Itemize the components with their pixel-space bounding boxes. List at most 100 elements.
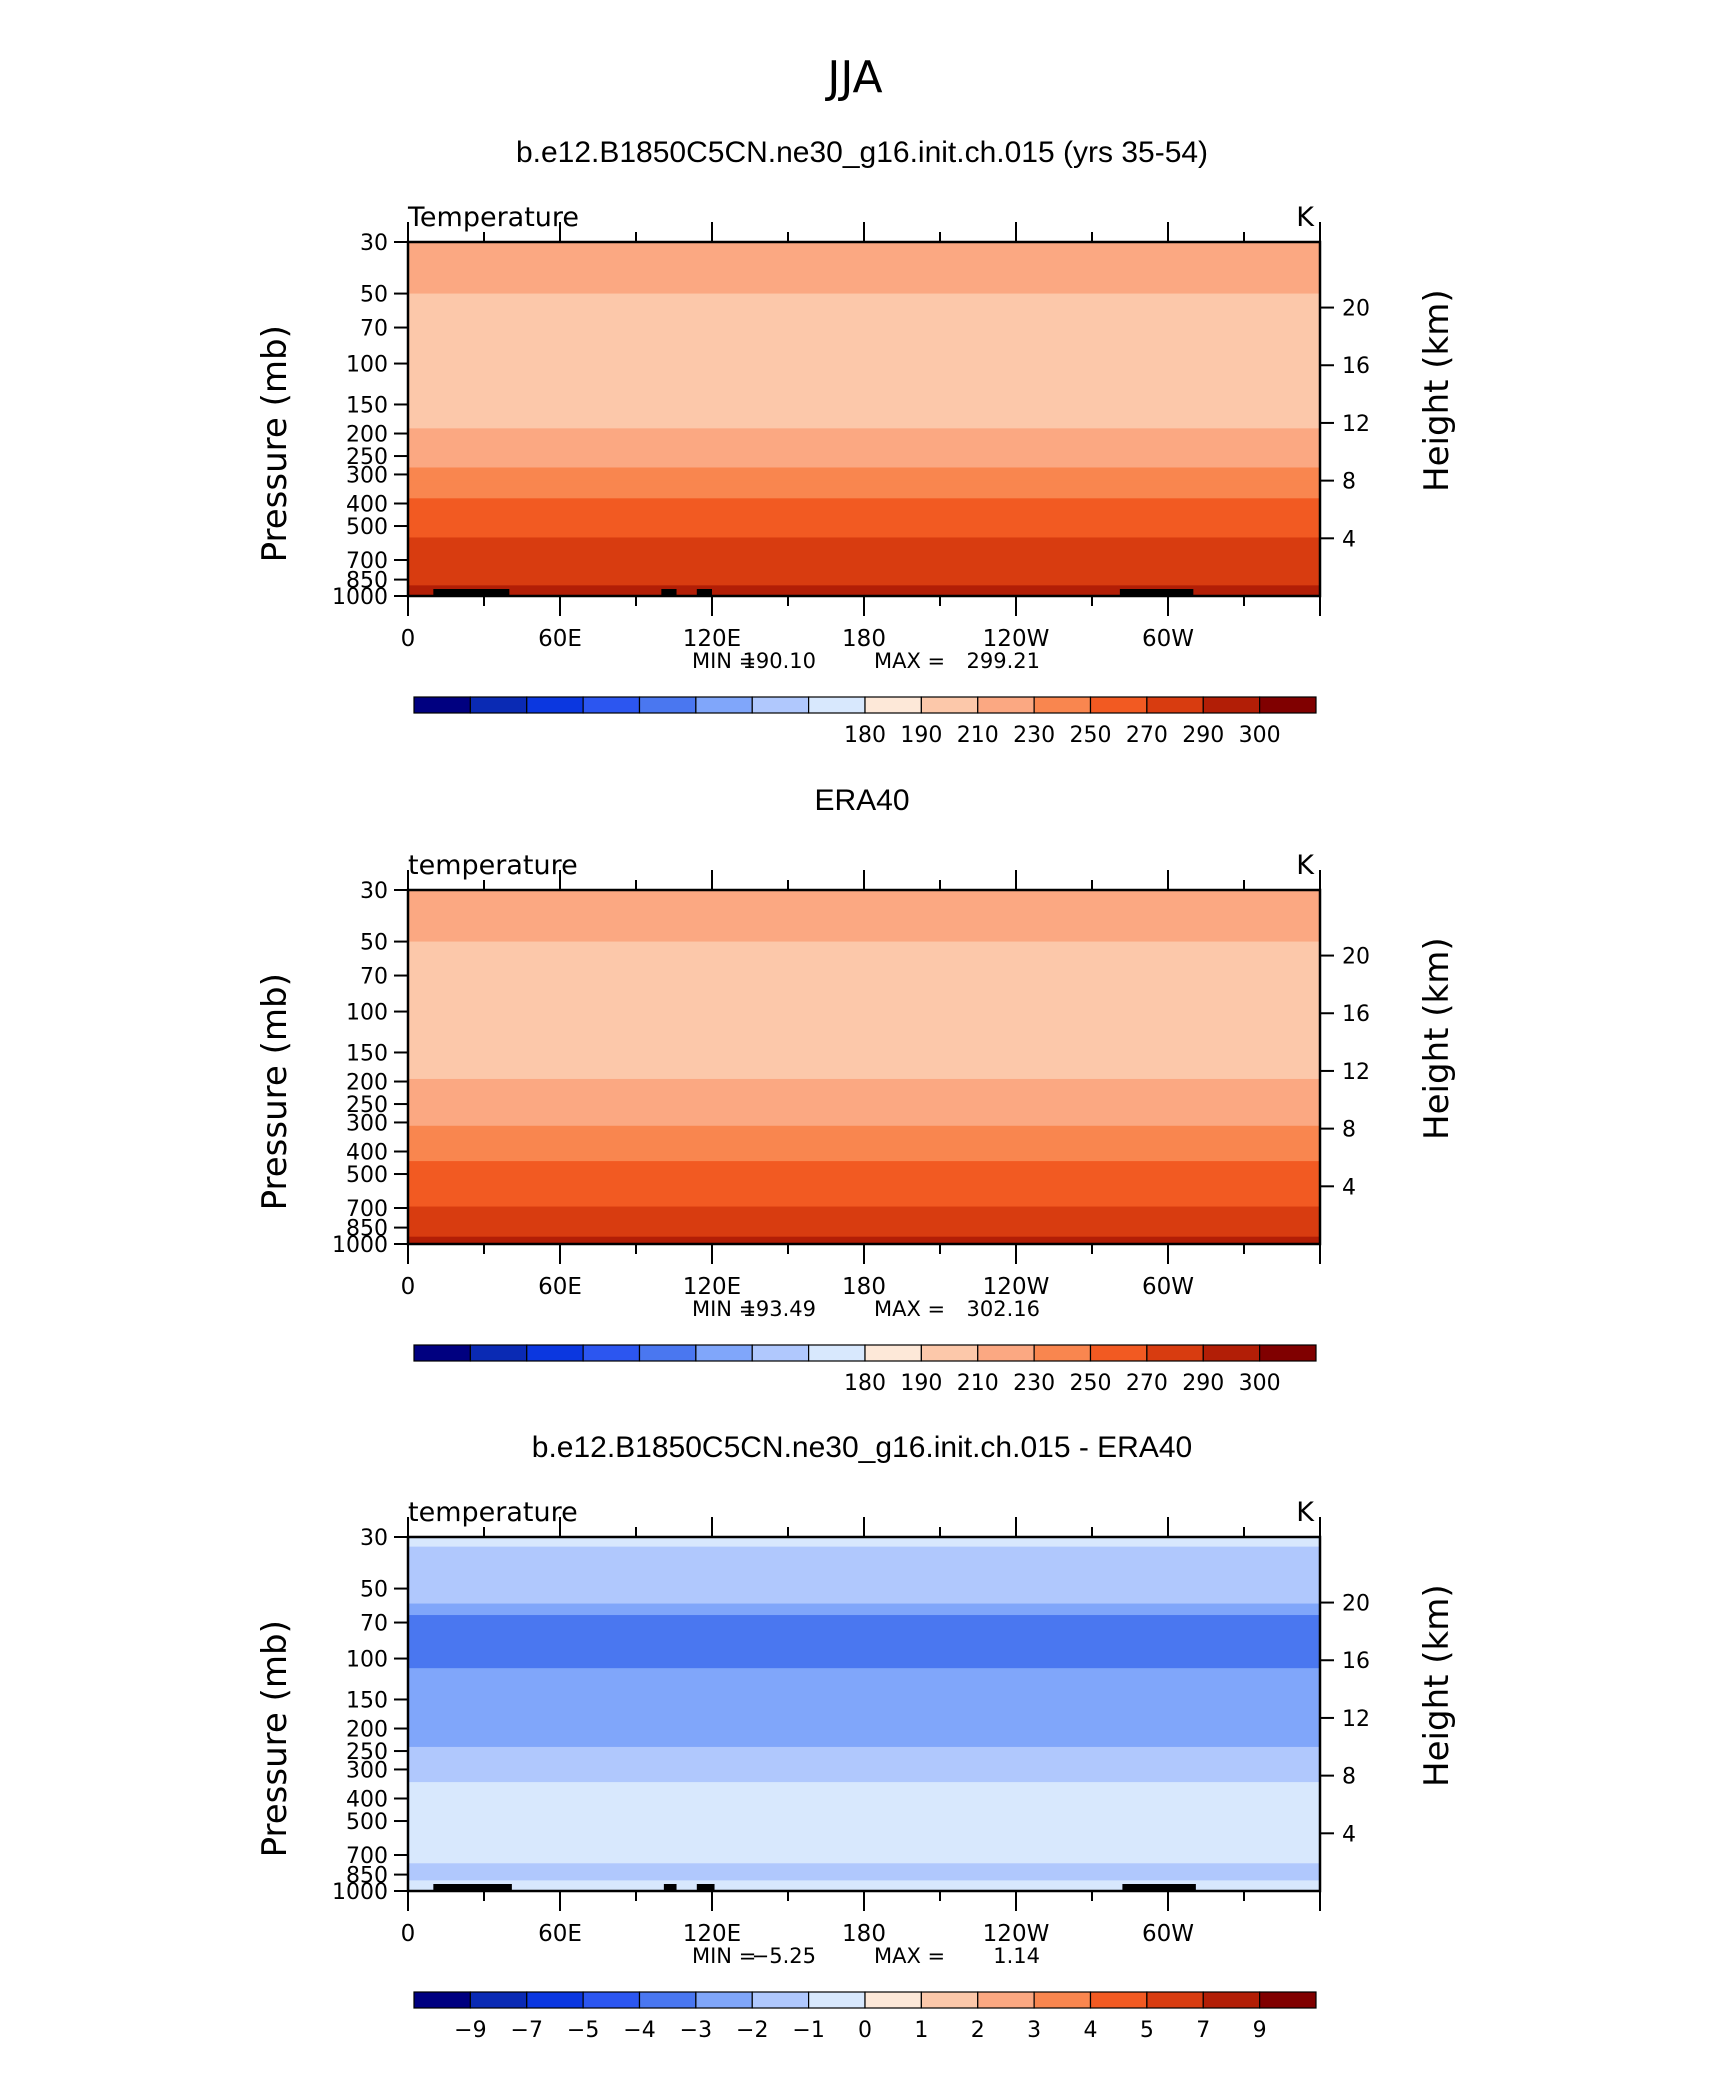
contour-band — [408, 1880, 1320, 1892]
contour-band — [408, 293, 1320, 329]
x-tick-label: 0 — [401, 1274, 416, 1300]
contour-band — [408, 1546, 1320, 1605]
max-label: MAX = — [874, 1297, 945, 1321]
colorbar-label: 210 — [957, 723, 999, 748]
pressure-tick-label: 30 — [360, 1526, 388, 1551]
colorbar-swatch — [808, 696, 866, 714]
contour-band — [408, 890, 1320, 943]
figure-title: JJA — [824, 52, 882, 103]
pressure-tick-label: 500 — [346, 1163, 388, 1188]
colorbar-label: −7 — [511, 2018, 543, 2043]
colorbar-swatch — [582, 696, 641, 714]
x-tick-label: 180 — [842, 1274, 886, 1300]
x-tick-label: 120E — [683, 1921, 741, 1947]
units-label: K — [1296, 850, 1315, 881]
contour-band — [408, 515, 1320, 538]
pressure-tick-label: 300 — [346, 463, 388, 488]
colorbar-swatch — [977, 1991, 1035, 2009]
pressure-tick-label: 70 — [360, 317, 388, 342]
contour-band — [408, 1782, 1320, 1864]
colorbar-label: 5 — [1140, 2018, 1154, 2043]
colorbar-swatch — [469, 1344, 528, 1362]
colorbar-swatch — [695, 696, 753, 714]
contour-band — [408, 1226, 1320, 1238]
max-label: MAX = — [874, 1944, 945, 1968]
colorbar-label: 250 — [1070, 723, 1112, 748]
topography-mask — [1119, 589, 1194, 596]
contour-band — [408, 1161, 1320, 1183]
contour-band — [408, 498, 1320, 516]
colorbar-label: 290 — [1182, 723, 1224, 748]
topography-mask — [696, 1884, 715, 1891]
colorbar-swatch — [1202, 1991, 1261, 2009]
y-axis-title: Pressure (mb) — [255, 325, 295, 562]
colorbar-swatch — [1202, 1344, 1261, 1362]
pressure-tick-label: 400 — [346, 492, 388, 517]
contour-band — [408, 451, 1320, 468]
pressure-tick-label: 700 — [346, 549, 388, 574]
colorbar-swatch — [1033, 696, 1092, 714]
contour-band — [408, 585, 1320, 597]
contour-band — [408, 537, 1320, 565]
colorbar-swatch — [413, 696, 471, 714]
panels: b.e12.B1850C5CN.ne30_g16.init.ch.015 (yr… — [255, 136, 1457, 2043]
pressure-tick-label: 400 — [346, 1787, 388, 1812]
x-tick-label: 180 — [842, 1921, 886, 1947]
height-tick-label: 8 — [1342, 470, 1356, 495]
min-label: MIN = — [692, 1944, 756, 1968]
x-tick-label: 120E — [683, 626, 741, 652]
height-tick-label: 16 — [1342, 1002, 1370, 1027]
contour-band — [408, 1143, 1320, 1162]
right-axis-title: Height (km) — [1417, 289, 1457, 492]
x-tick-label: 0 — [401, 1921, 416, 1947]
colorbar-label: 2 — [971, 2018, 985, 2043]
colorbar-swatch — [751, 696, 810, 714]
colorbar-label: 4 — [1084, 2018, 1098, 2043]
colorbar-swatch — [1259, 696, 1317, 714]
max-value: 302.16 — [967, 1297, 1040, 1321]
panel-title: ERA40 — [814, 784, 909, 817]
colorbar-swatch — [920, 696, 979, 714]
pressure-tick-label: 400 — [346, 1140, 388, 1165]
colorbar-swatch — [1146, 1991, 1204, 2009]
colorbar-label: 230 — [1013, 1371, 1055, 1396]
colorbar-swatch — [1259, 1991, 1317, 2009]
pressure-tick-label: 150 — [346, 1041, 388, 1066]
contour-band — [408, 1206, 1320, 1227]
pressure-tick-label: 700 — [346, 1197, 388, 1222]
pressure-tick-label: 1000 — [332, 585, 388, 610]
pressure-tick-label: 300 — [346, 1111, 388, 1136]
colorbar-swatch — [1146, 696, 1204, 714]
colorbar-swatch — [413, 1344, 471, 1362]
height-tick-label: 8 — [1342, 1118, 1356, 1143]
pressure-tick-label: 100 — [346, 1001, 388, 1026]
min-value: 190.10 — [743, 649, 816, 673]
pressure-tick-label: 850 — [346, 1864, 388, 1889]
min-label: MIN = — [692, 1297, 756, 1321]
units-label: K — [1296, 202, 1315, 233]
pressure-tick-label: 200 — [346, 1071, 388, 1096]
panel-2: ERA40 temperature K 0 60E 120E 180 120W 60W 30 50 7… — [255, 784, 1457, 1396]
colorbar-swatch — [1146, 1344, 1204, 1362]
contour-band — [408, 1603, 1320, 1616]
max-label: MAX = — [874, 649, 945, 673]
x-tick-label: 120W — [983, 1274, 1050, 1300]
y-axis-title: Pressure (mb) — [255, 973, 295, 1210]
contour-band — [408, 1181, 1320, 1208]
colorbar-label: −5 — [567, 2018, 599, 2043]
colorbar-label: 180 — [844, 1371, 886, 1396]
pressure-tick-label: 850 — [346, 569, 388, 594]
contour-band — [408, 1125, 1320, 1145]
panel-title: b.e12.B1850C5CN.ne30_g16.init.ch.015 - E… — [532, 1431, 1192, 1464]
topography-mask — [433, 589, 510, 596]
colorbar-swatch — [1033, 1344, 1092, 1362]
topography-mask — [433, 1884, 512, 1891]
colorbar-label: 270 — [1126, 1371, 1168, 1396]
contour-band — [408, 1236, 1320, 1245]
colorbar-swatch — [1259, 1344, 1317, 1362]
pressure-tick-label: 30 — [360, 231, 388, 256]
topography-mask — [661, 589, 677, 596]
x-tick-label: 60E — [538, 626, 582, 652]
min-value: −5.25 — [752, 1944, 816, 1968]
y-axis-title: Pressure (mb) — [255, 1620, 295, 1857]
